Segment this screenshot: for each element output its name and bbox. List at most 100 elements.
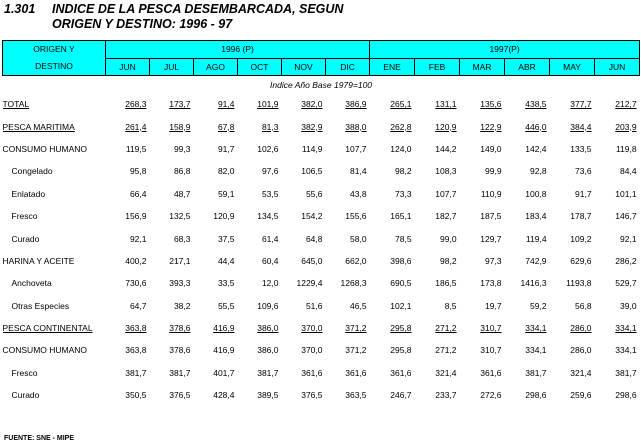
value-cell: 95,8 — [106, 160, 150, 182]
value-text: 43,8 — [350, 188, 367, 199]
table-row: Fresco 156,9 132,5 120,9 134,5 154,2 155,6 165,… — [3, 205, 640, 227]
value-text: 154,2 — [301, 211, 323, 222]
value-cell: 67,8 — [194, 115, 238, 137]
value-cell: 44,4 — [194, 250, 238, 272]
value-text: 68,3 — [173, 233, 191, 244]
value-text: 58,0 — [350, 233, 367, 244]
value-cell: 286,0 — [550, 339, 595, 361]
value-text: 173,7 — [169, 99, 191, 110]
value-cell: 187,5 — [460, 205, 505, 227]
value-text: 363,8 — [125, 323, 147, 334]
value-text: 173,8 — [480, 278, 502, 289]
value-cell: 131,1 — [415, 93, 460, 115]
value-cell: 629,6 — [550, 250, 595, 272]
value-text: 109,6 — [257, 300, 279, 311]
value-cell: 384,4 — [550, 115, 595, 137]
row-label-text: Curado — [11, 390, 40, 401]
value-text: 97,3 — [485, 255, 502, 266]
value-cell: 101,9 — [238, 93, 282, 115]
value-cell: 378,6 — [150, 317, 194, 339]
value-cell: 310,7 — [460, 317, 505, 339]
value-cell: 378,6 — [150, 339, 194, 361]
value-text: 310,7 — [480, 345, 502, 356]
value-cell: 119,4 — [505, 227, 550, 249]
value-cell: 101,1 — [595, 183, 640, 205]
source-note: FUENTE: SNE - MIPE — [4, 435, 75, 442]
value-cell: 381,7 — [505, 362, 550, 384]
value-text: 690,5 — [390, 278, 412, 289]
value-text: 132,5 — [169, 211, 191, 222]
value-cell: 56,8 — [550, 295, 595, 317]
value-text: 183,4 — [525, 211, 547, 222]
value-cell: 261,4 — [106, 115, 150, 137]
table-row: Curado 92,1 68,3 37,5 61,4 64,8 58,0 78,5 99,0 12… — [3, 227, 640, 249]
value-text: 371,2 — [345, 345, 367, 356]
value-cell: 246,7 — [370, 384, 415, 406]
value-cell: 124,0 — [370, 138, 415, 160]
value-cell: 92,1 — [106, 227, 150, 249]
value-text: 259,6 — [570, 390, 592, 401]
row-label: Enlatado — [3, 183, 106, 205]
value-cell: 43,8 — [326, 183, 370, 205]
value-cell: 310,7 — [460, 339, 505, 361]
value-cell: 39,0 — [595, 295, 640, 317]
value-text: 298,6 — [615, 390, 637, 401]
row-label: CONSUMO HUMANO — [3, 138, 106, 160]
value-cell: 129,7 — [460, 227, 505, 249]
value-text: 334,1 — [615, 345, 637, 356]
value-cell: 334,1 — [595, 317, 640, 339]
value-text: 133,5 — [570, 143, 592, 154]
value-text: 370,0 — [301, 323, 323, 334]
value-cell: 106,5 — [282, 160, 326, 182]
value-cell: 212,7 — [595, 93, 640, 115]
value-cell: 55,5 — [194, 295, 238, 317]
value-cell: 91,7 — [194, 138, 238, 160]
value-cell: 59,1 — [194, 183, 238, 205]
value-cell: 165,1 — [370, 205, 415, 227]
value-cell: 178,7 — [550, 205, 595, 227]
row-label: Fresco — [3, 205, 106, 227]
value-text: 382,0 — [301, 99, 323, 110]
value-cell: 120,9 — [415, 115, 460, 137]
value-text: 233,7 — [435, 390, 457, 401]
value-text: 730,6 — [125, 278, 147, 289]
value-cell: 149,0 — [460, 138, 505, 160]
row-label: Otras Especies — [3, 295, 106, 317]
value-text: 381,7 — [525, 367, 547, 378]
value-cell: 84,4 — [595, 160, 640, 182]
value-text: 92,8 — [530, 166, 547, 177]
value-text: 129,7 — [480, 233, 502, 244]
value-text: 376,5 — [301, 390, 323, 401]
month-header: JUL — [149, 57, 194, 76]
value-text: 386,0 — [257, 345, 279, 356]
value-text: 334,1 — [525, 345, 547, 356]
value-cell: 66,4 — [106, 183, 150, 205]
year-1997-header: 1997(P) — [369, 40, 641, 59]
value-cell: 68,3 — [150, 227, 194, 249]
value-text: 246,7 — [390, 390, 412, 401]
value-cell: 381,7 — [150, 362, 194, 384]
month-header: ABR — [504, 57, 551, 76]
value-text: 645,0 — [301, 255, 323, 266]
value-cell: 132,5 — [150, 205, 194, 227]
value-cell: 99,0 — [415, 227, 460, 249]
origin-header: ORIGEN Y DESTINO — [2, 40, 106, 76]
value-cell: 334,1 — [505, 317, 550, 339]
value-cell: 55,6 — [282, 183, 326, 205]
table-body: Indice Año Base 1979=100 TOTAL 268,3 173,7… — [3, 76, 640, 407]
value-cell: 321,4 — [415, 362, 460, 384]
base-note-row: Indice Año Base 1979=100 — [3, 76, 640, 94]
value-text: 742,9 — [525, 255, 547, 266]
value-cell: 334,1 — [595, 339, 640, 361]
value-text: 119,5 — [125, 143, 147, 154]
value-cell: 371,2 — [326, 339, 370, 361]
value-text: 19,7 — [485, 300, 502, 311]
row-label-text: HARINA Y ACEITE — [2, 255, 75, 266]
value-cell: 1193,8 — [550, 272, 595, 294]
value-text: 381,7 — [125, 367, 147, 378]
value-cell: 662,0 — [326, 250, 370, 272]
value-cell: 690,5 — [370, 272, 415, 294]
value-text: 131,1 — [435, 99, 457, 110]
value-cell: 388,0 — [326, 115, 370, 137]
value-text: 261,4 — [125, 121, 147, 132]
